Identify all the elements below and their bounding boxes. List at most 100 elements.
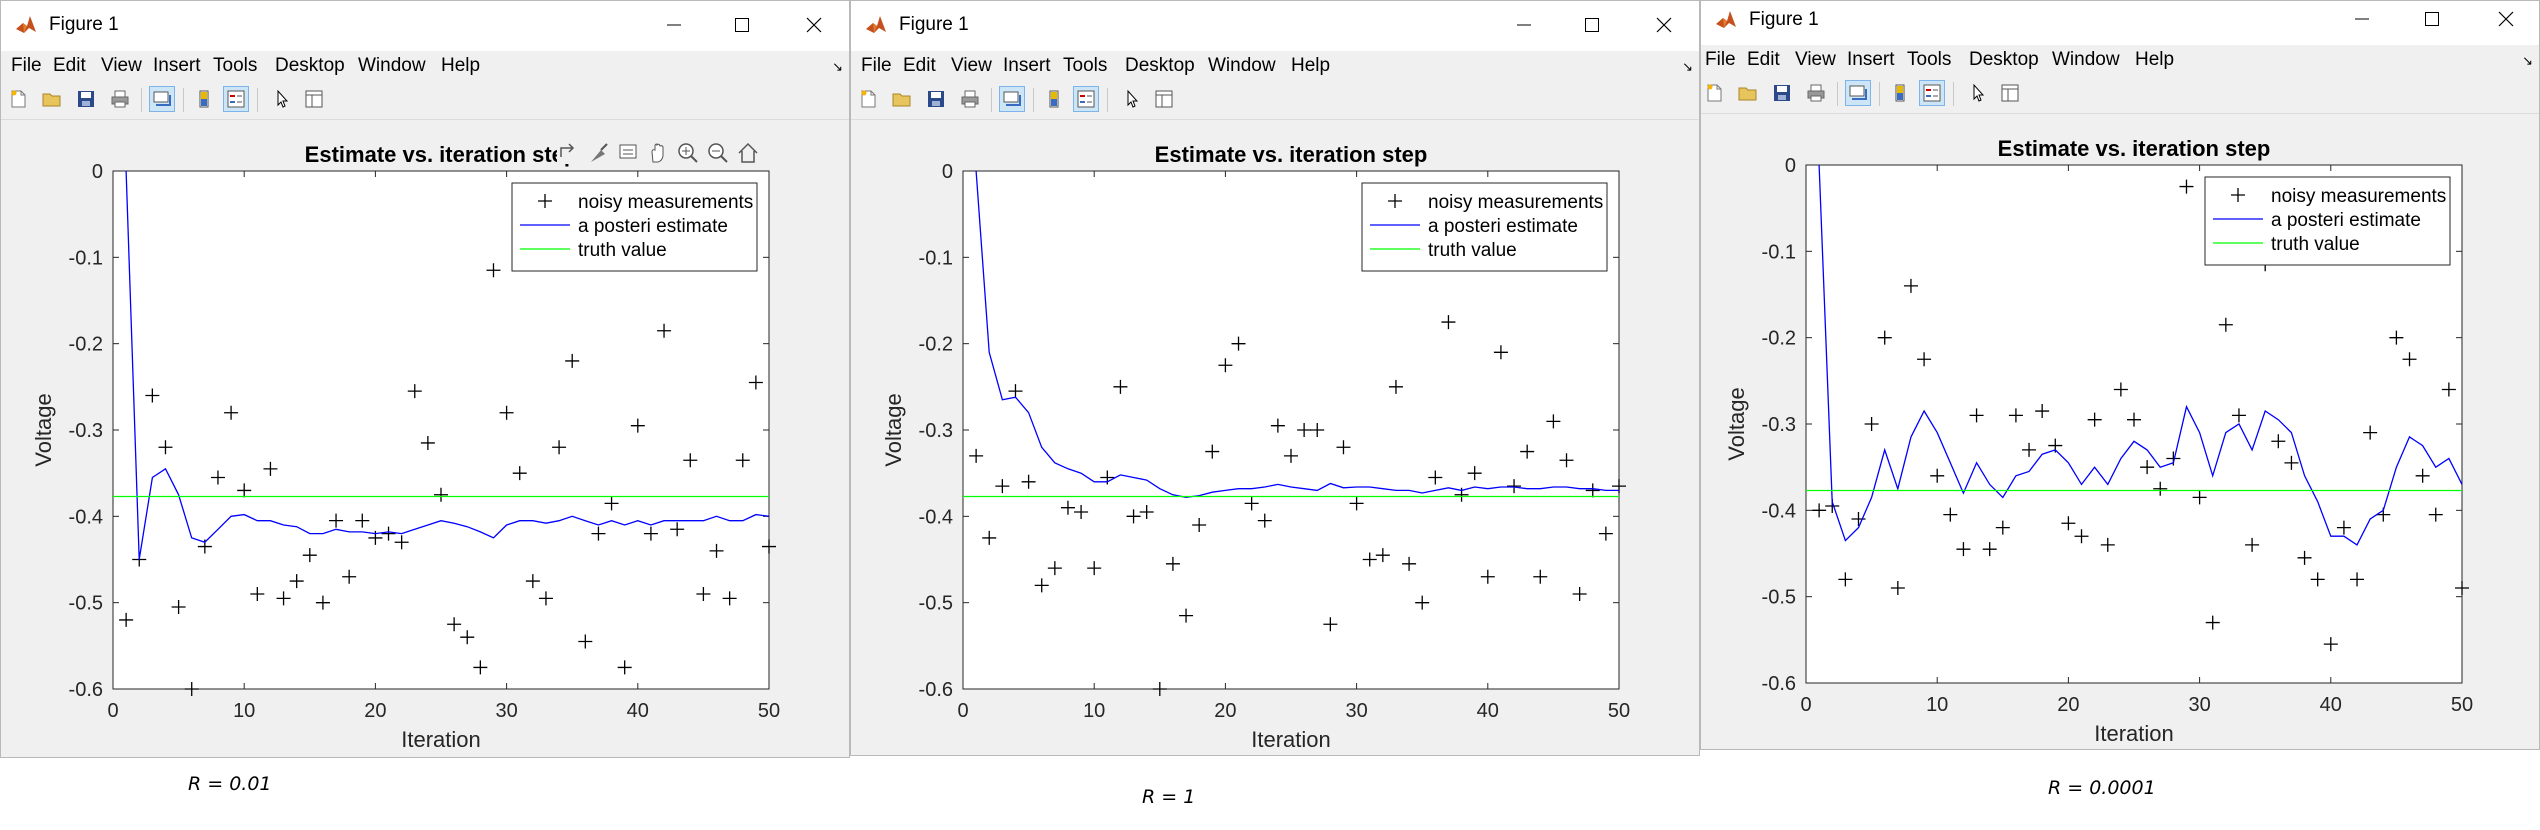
measurement-marker (1995, 520, 2010, 535)
axes: 0 10 20 30 40 50 0 -0.1 -0.2 -0.3 -0.4 -0.5 -0.6 Esti… (1724, 136, 2473, 746)
save-button[interactable] (923, 86, 949, 112)
maximize-button[interactable] (2407, 3, 2457, 35)
legend-button[interactable] (223, 86, 249, 112)
measurement-marker (565, 353, 580, 368)
minimize-button[interactable] (649, 9, 699, 41)
dock-arrow-icon[interactable]: ↘ (1682, 59, 1693, 74)
property-inspector-button[interactable] (1997, 80, 2023, 106)
new-figure-button[interactable] (5, 86, 31, 112)
link-plot-icon (153, 91, 171, 106)
menu-tools[interactable]: Tools (213, 55, 258, 76)
measurement-marker (1270, 418, 1285, 433)
close-button[interactable] (1639, 9, 1689, 41)
save-button[interactable] (1769, 80, 1795, 106)
new-figure-button[interactable] (1701, 80, 1727, 106)
menu-file[interactable]: File (11, 55, 42, 76)
estimate-line (975, 170, 1619, 498)
dock-arrow-icon[interactable]: ↘ (832, 59, 843, 74)
open-file-button[interactable] (1735, 80, 1761, 106)
edit-plot-button[interactable] (269, 86, 295, 112)
link-plot-button[interactable] (149, 86, 175, 112)
legend-button[interactable] (1073, 86, 1099, 112)
menu-edit[interactable]: Edit (53, 55, 86, 76)
menu-tools[interactable]: Tools (1063, 55, 1108, 76)
menu-window[interactable]: Window (2052, 49, 2120, 70)
legend-button[interactable] (1919, 80, 1945, 106)
menu-insert[interactable]: Insert (153, 55, 201, 76)
measurement-marker (184, 682, 199, 696)
data-tips-icon[interactable] (619, 144, 637, 159)
menu-file[interactable]: File (861, 55, 892, 76)
x-axis-label: Iteration (1251, 727, 1331, 752)
figure-window-3: Figure 1 File Edit View Insert Tools Des… (1700, 0, 2540, 750)
measurement-marker (2100, 537, 2115, 552)
window-title: Figure 1 (49, 14, 119, 35)
open-file-button[interactable] (889, 86, 915, 112)
menu-bar: File Edit View Insert Tools Desktop Wind… (1701, 45, 2539, 75)
menu-desktop[interactable]: Desktop (275, 55, 345, 76)
menu-view[interactable]: View (101, 55, 142, 76)
y-tick-label: -0.6 (1762, 673, 1796, 695)
property-inspector-button[interactable] (301, 86, 327, 112)
menu-edit[interactable]: Edit (1747, 49, 1780, 70)
measurement-marker (657, 323, 672, 338)
dock-arrow-icon[interactable]: ↘ (2522, 53, 2533, 68)
pan-icon[interactable] (651, 143, 664, 163)
zoom-in-icon[interactable] (678, 143, 698, 163)
measurement-marker (1008, 384, 1023, 399)
open-file-button[interactable] (39, 86, 65, 112)
property-inspector-button[interactable] (1151, 86, 1177, 112)
menu-window[interactable]: Window (1208, 55, 1276, 76)
menu-desktop[interactable]: Desktop (1125, 55, 1195, 76)
colorbar-button[interactable] (1041, 86, 1067, 112)
home-icon[interactable] (738, 142, 758, 163)
toolbar-separator (183, 88, 184, 112)
caption-r-value: R = 0.01 (188, 773, 272, 795)
print-button[interactable] (1803, 80, 1829, 106)
measurement-marker (355, 513, 370, 528)
menu-window[interactable]: Window (358, 55, 426, 76)
zoom-out-icon[interactable] (708, 143, 728, 163)
x-tick-label: 30 (495, 700, 517, 722)
link-plot-button[interactable] (999, 86, 1025, 112)
measurement-marker (158, 440, 173, 455)
edit-plot-button[interactable] (1119, 86, 1145, 112)
legend-label: a posteri estimate (1428, 216, 1578, 237)
close-button[interactable] (2481, 3, 2531, 35)
menu-insert[interactable]: Insert (1847, 49, 1895, 70)
measurement-marker (1507, 479, 1522, 494)
menu-desktop[interactable]: Desktop (1969, 49, 2039, 70)
menu-help[interactable]: Help (2135, 49, 2175, 70)
maximize-button[interactable] (717, 9, 767, 41)
menu-help[interactable]: Help (1291, 55, 1331, 76)
x-axis-label: Iteration (2094, 721, 2174, 746)
menu-insert[interactable]: Insert (1003, 55, 1051, 76)
menu-view[interactable]: View (951, 55, 992, 76)
print-button[interactable] (957, 86, 983, 112)
menu-view[interactable]: View (1795, 49, 1836, 70)
new-figure-button[interactable] (855, 86, 881, 112)
minimize-button[interactable] (2337, 3, 2387, 35)
minimize-button[interactable] (1499, 9, 1549, 41)
menu-tools[interactable]: Tools (1907, 49, 1952, 70)
colorbar-button[interactable] (191, 86, 217, 112)
save-icon (928, 91, 944, 107)
measurement-marker (1165, 556, 1180, 571)
colorbar-button[interactable] (1887, 80, 1913, 106)
export-icon[interactable] (557, 142, 579, 164)
brush-icon[interactable] (591, 143, 608, 162)
x-tick-label: 10 (1083, 700, 1105, 722)
close-button[interactable] (789, 9, 839, 41)
cursor-icon (277, 89, 289, 108)
edit-plot-button[interactable] (1965, 80, 1991, 106)
measurement-marker (1943, 507, 1958, 522)
print-button[interactable] (107, 86, 133, 112)
maximize-button[interactable] (1567, 9, 1617, 41)
menu-help[interactable]: Help (441, 55, 481, 76)
legend-box (511, 182, 758, 272)
folder-icon (892, 93, 911, 107)
link-plot-button[interactable] (1845, 80, 1871, 106)
save-button[interactable] (73, 86, 99, 112)
menu-edit[interactable]: Edit (903, 55, 936, 76)
menu-file[interactable]: File (1705, 49, 1736, 70)
